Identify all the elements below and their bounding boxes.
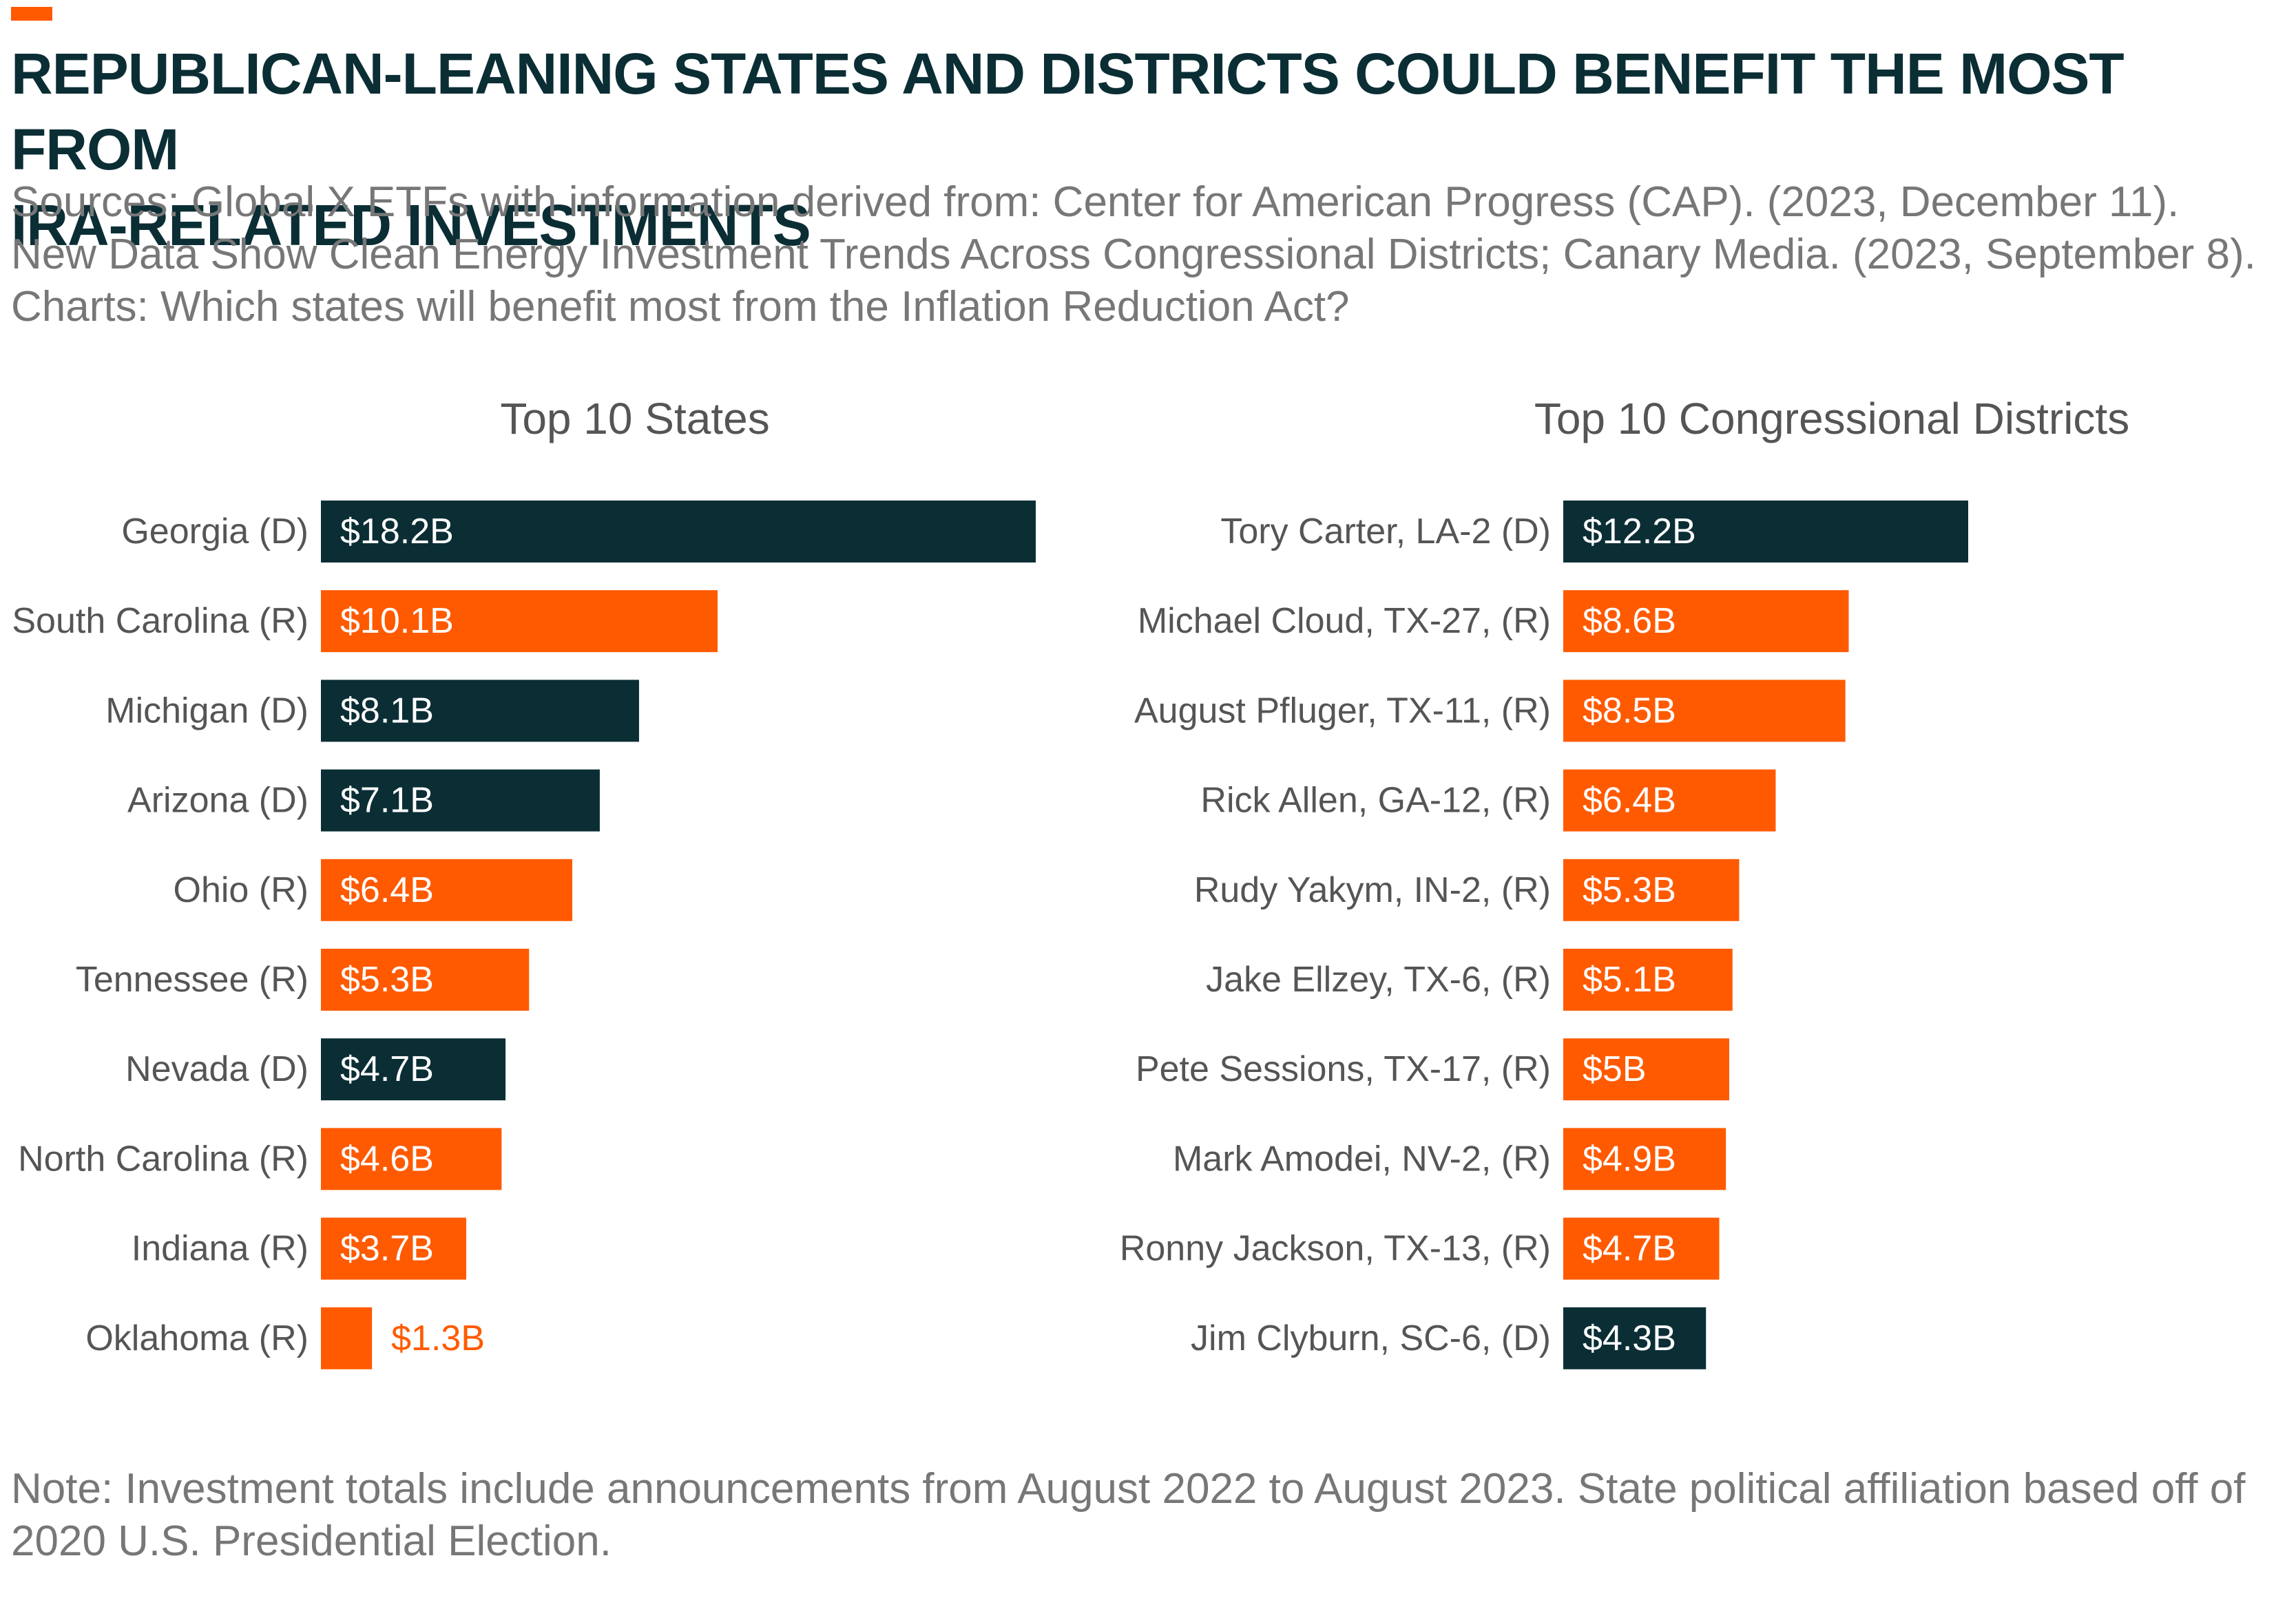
districts-category-label: August Pfluger, TX-11, (R) xyxy=(1134,691,1551,730)
states-value-label: $8.1B xyxy=(340,691,434,730)
districts-value-label: $6.4B xyxy=(1583,781,1676,821)
states-value-label: $3.7B xyxy=(340,1229,434,1269)
title-line-2: IRA-RELATED INVESTMENTS xyxy=(11,193,811,257)
sources-text: Sources: Global X ETFs with information … xyxy=(11,176,2284,333)
states-value-label: $18.2B xyxy=(340,512,454,551)
districts-bar xyxy=(1563,1128,1726,1190)
districts-bar xyxy=(1563,769,1776,832)
states-bar xyxy=(321,1128,502,1190)
states-value-label: $6.4B xyxy=(340,870,434,910)
states-bar xyxy=(321,769,600,832)
sources-line-2: New Data Show Clean Energy Investment Tr… xyxy=(11,231,2256,278)
states-value-label: $7.1B xyxy=(340,781,434,821)
footnote-line-2: 2020 U.S. Presidential Election. xyxy=(11,1517,612,1565)
states-category-label: Georgia (D) xyxy=(121,512,309,551)
districts-value-label: $4.9B xyxy=(1583,1139,1676,1179)
districts-category-label: Rick Allen, GA-12, (R) xyxy=(1200,781,1551,821)
states-category-label: Ohio (R) xyxy=(174,870,309,910)
districts-value-label: $8.6B xyxy=(1583,601,1676,641)
districts-value-label: $5.1B xyxy=(1583,960,1676,1000)
districts-category-label: Michael Cloud, TX-27, (R) xyxy=(1138,601,1551,641)
districts-bar xyxy=(1563,590,1849,653)
states-bar xyxy=(321,1217,467,1280)
states-category-label: Oklahoma (R) xyxy=(85,1318,309,1358)
districts-bar xyxy=(1563,501,1968,562)
districts-bar xyxy=(1563,680,1846,742)
districts-bar xyxy=(1563,1038,1729,1101)
states-category-label: Indiana (R) xyxy=(132,1229,309,1269)
districts-value-label: $5B xyxy=(1583,1049,1647,1089)
districts-value-label: $4.3B xyxy=(1583,1318,1676,1358)
districts-category-label: Tory Carter, LA-2 (D) xyxy=(1220,512,1551,551)
accent-bar xyxy=(11,7,52,21)
states-bar xyxy=(321,859,573,921)
districts-bar xyxy=(1563,949,1733,1011)
states-bar xyxy=(321,590,718,653)
sources-line-1: Sources: Global X ETFs with information … xyxy=(11,178,2180,226)
districts-category-label: Ronny Jackson, TX-13, (R) xyxy=(1120,1229,1551,1269)
districts-value-label: $8.5B xyxy=(1583,691,1676,730)
states-category-label: Michigan (D) xyxy=(105,691,309,730)
districts-category-label: Pete Sessions, TX-17, (R) xyxy=(1136,1049,1551,1089)
states-bar xyxy=(321,949,530,1011)
states-value-label: $4.7B xyxy=(340,1049,434,1089)
districts-bar xyxy=(1563,859,1740,921)
states-category-label: Arizona (D) xyxy=(127,781,309,821)
districts-category-label: Rudy Yakym, IN-2, (R) xyxy=(1194,870,1551,910)
districts-bar xyxy=(1563,1307,1707,1369)
districts-value-label: $4.7B xyxy=(1583,1229,1676,1269)
districts-value-label: $5.3B xyxy=(1583,870,1676,910)
districts-category-label: Jake Ellzey, TX-6, (R) xyxy=(1206,960,1551,1000)
states-bar xyxy=(321,1038,506,1101)
districts-chart-title: Top 10 Congressional Districts xyxy=(1534,394,2129,443)
districts-value-label: $12.2B xyxy=(1583,512,1696,551)
page-title: REPUBLICAN-LEANING STATES AND DISTRICTS … xyxy=(11,36,2249,263)
footnote: Note: Investment totals include announce… xyxy=(11,1463,2284,1568)
states-bar xyxy=(321,680,639,742)
districts-bar xyxy=(1563,1217,1720,1280)
states-category-label: Tennessee (R) xyxy=(76,960,309,1000)
states-category-label: South Carolina (R) xyxy=(12,601,309,641)
districts-category-label: Jim Clyburn, SC-6, (D) xyxy=(1191,1318,1551,1358)
sources-line-3: Charts: Which states will benefit most f… xyxy=(11,283,1350,330)
states-value-label: $4.6B xyxy=(340,1139,434,1179)
footnote-line-1: Note: Investment totals include announce… xyxy=(11,1465,2246,1513)
title-line-1: REPUBLICAN-LEANING STATES AND DISTRICTS … xyxy=(11,41,2125,182)
states-bar xyxy=(321,1307,373,1369)
states-category-label: North Carolina (R) xyxy=(18,1139,309,1179)
states-value-label: $5.3B xyxy=(340,960,434,1000)
districts-category-label: Mark Amodei, NV-2, (R) xyxy=(1173,1139,1551,1179)
states-value-label: $1.3B xyxy=(391,1318,485,1358)
states-bar xyxy=(321,501,1036,562)
states-category-label: Nevada (D) xyxy=(125,1049,309,1089)
states-value-label: $10.1B xyxy=(340,601,454,641)
states-chart-title: Top 10 States xyxy=(500,394,769,443)
